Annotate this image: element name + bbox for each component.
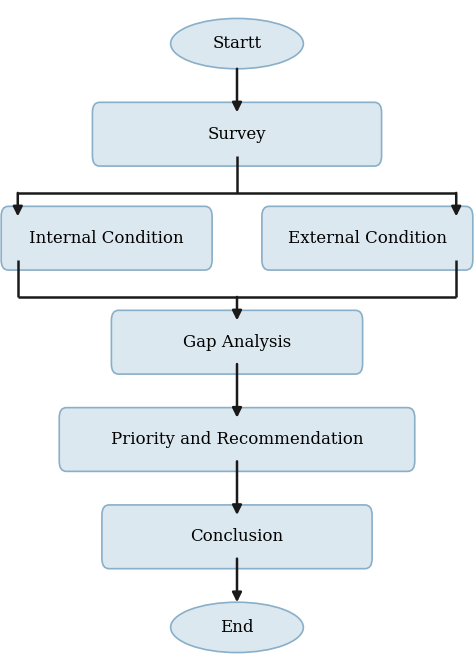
Text: Startt: Startt — [212, 35, 262, 52]
FancyBboxPatch shape — [262, 207, 473, 270]
FancyBboxPatch shape — [102, 505, 372, 568]
FancyBboxPatch shape — [1, 207, 212, 270]
Ellipse shape — [171, 18, 303, 69]
Text: Survey: Survey — [208, 125, 266, 143]
Text: Conclusion: Conclusion — [191, 528, 283, 546]
Text: Gap Analysis: Gap Analysis — [183, 333, 291, 351]
FancyBboxPatch shape — [92, 102, 382, 166]
Text: Priority and Recommendation: Priority and Recommendation — [111, 431, 363, 448]
Text: Internal Condition: Internal Condition — [29, 229, 184, 247]
Text: End: End — [220, 619, 254, 636]
Text: External Condition: External Condition — [288, 229, 447, 247]
FancyBboxPatch shape — [111, 310, 363, 374]
FancyBboxPatch shape — [59, 408, 415, 471]
Ellipse shape — [171, 603, 303, 652]
